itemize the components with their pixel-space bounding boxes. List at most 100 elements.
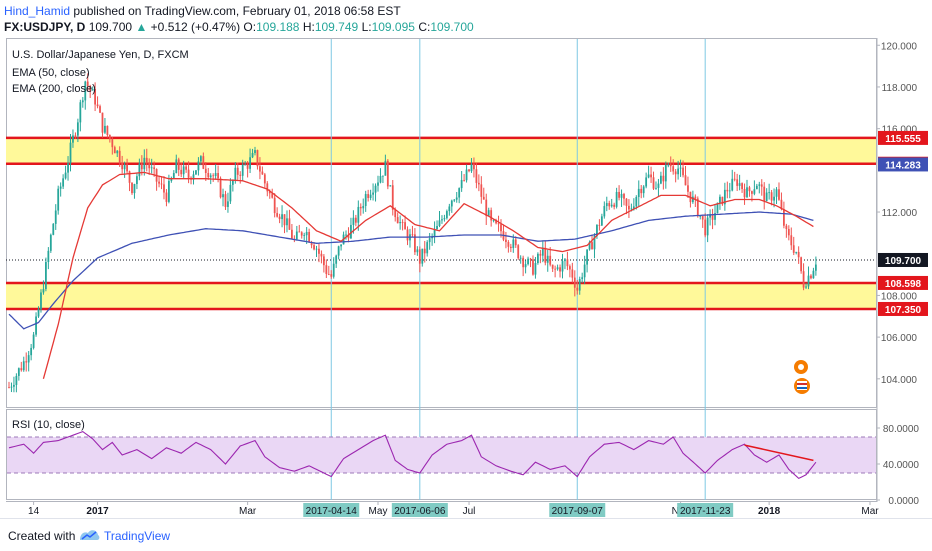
price-chart[interactable]: 120.000 118.000 116.000 112.000 108.000 106.0… [0, 36, 932, 518]
candle-body [231, 180, 234, 185]
candle-body [596, 224, 598, 236]
candle-body [22, 361, 25, 371]
candle-body [140, 163, 143, 170]
candle-body [719, 196, 721, 203]
candle-body [714, 213, 716, 220]
candle-body [165, 192, 168, 202]
candle-body [128, 171, 131, 183]
candle-body [337, 246, 340, 256]
low-label: L: [361, 20, 372, 34]
candle-body [581, 277, 584, 280]
candle-body [534, 262, 537, 275]
candle-body [246, 164, 249, 169]
candle-body [25, 361, 28, 363]
date-marker-label-3: 2017-11-23 [680, 506, 731, 517]
candle-body [795, 251, 798, 253]
symbol-label: FX:USDJPY, D [4, 20, 86, 34]
candle-body [67, 163, 69, 173]
candle-body [593, 235, 596, 250]
candle-body [47, 250, 50, 263]
rsi-legend[interactable]: RSI (10, close) [12, 419, 85, 431]
candle-body [647, 174, 650, 178]
candle-body [17, 368, 20, 376]
candle-body [229, 184, 232, 202]
candle-body [382, 175, 384, 177]
candle-body [480, 184, 483, 197]
candle-body [711, 214, 714, 220]
candle-body [99, 106, 101, 113]
candle-body [335, 255, 338, 264]
candle-body [546, 255, 549, 263]
candle-body [212, 175, 215, 177]
rsi-series [7, 430, 876, 480]
candle-body [291, 229, 293, 239]
candle-body [696, 198, 699, 217]
candle-body [214, 173, 217, 177]
ema50-legend[interactable]: EMA (50, close) [12, 67, 90, 79]
candle-body [20, 368, 23, 371]
candle-body [630, 208, 633, 210]
price-tick-label: 112.000 [882, 208, 918, 219]
tradingview-brand-link[interactable]: TradingView [104, 529, 171, 543]
created-with-text: Created with [8, 529, 76, 543]
candle-body [352, 217, 355, 225]
candle-body [805, 286, 807, 288]
candle-body [345, 234, 347, 236]
ema200-legend[interactable]: EMA (200, close) [12, 83, 96, 95]
candle-body [62, 178, 65, 187]
candle-body [721, 196, 724, 205]
candle-body [37, 309, 40, 317]
candle-body [57, 188, 60, 211]
flag-events-icon[interactable] [794, 360, 810, 394]
candle-body [256, 150, 259, 167]
candle-body [197, 161, 200, 171]
candle-body [758, 184, 761, 186]
close-label: C: [418, 20, 431, 34]
tradingview-logo-icon[interactable] [78, 527, 100, 543]
price-axis[interactable]: 120.000 118.000 116.000 112.000 108.000 106.0… [876, 41, 919, 507]
candle-body [330, 274, 333, 277]
candle-body [401, 222, 404, 223]
author-link[interactable]: Hind_Hamid [4, 4, 71, 18]
candle-body [797, 251, 800, 258]
ema200-line [8, 211, 814, 330]
candle-body [94, 88, 96, 105]
price-tick-label: 108.000 [881, 291, 918, 302]
candle-body [441, 219, 443, 221]
candle-body [436, 225, 438, 230]
candle-body [217, 173, 219, 179]
candle-body [406, 229, 409, 241]
candle-body [108, 134, 111, 140]
price-tag-label: 114.283 [885, 160, 921, 171]
candle-body [249, 157, 251, 169]
candle-body [305, 231, 308, 236]
candle-body [765, 192, 768, 202]
publish-line: Hind_Hamid published on TradingView.com,… [4, 4, 401, 18]
candle-body [460, 179, 463, 189]
candle-body [679, 167, 682, 169]
candle-body [610, 204, 613, 207]
candle-body [101, 112, 104, 133]
candle-body [259, 166, 261, 172]
candle-body [234, 167, 237, 181]
candle-body [72, 135, 74, 143]
candle-body [495, 219, 497, 224]
candle-body [340, 244, 342, 247]
candle-body [443, 218, 446, 220]
candle-body [219, 178, 222, 198]
candle-body [359, 206, 362, 209]
candle-body [295, 231, 298, 240]
zone-1-fill [6, 282, 876, 309]
candle-body [310, 242, 313, 246]
price-change: +0.512 (+0.47%) [150, 20, 241, 34]
candle-body [628, 205, 630, 210]
candle-body [605, 203, 608, 207]
candle-body [635, 197, 638, 207]
candle-body [455, 197, 458, 200]
candle-body [187, 169, 190, 178]
candle-body [450, 200, 453, 207]
candle-body [497, 223, 500, 225]
candle-body [308, 231, 311, 243]
time-axis[interactable]: 142017MarMayJulNov2018Mar [28, 502, 879, 517]
candle-body [273, 197, 276, 214]
